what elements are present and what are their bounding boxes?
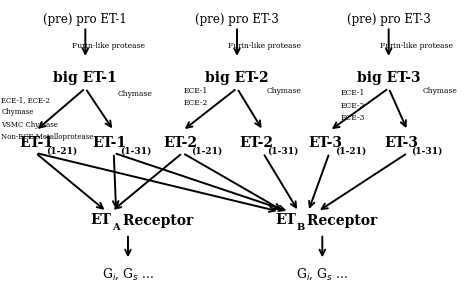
Text: Receptor: Receptor <box>118 213 193 228</box>
Text: Chymase: Chymase <box>118 90 153 98</box>
Text: ET-1: ET-1 <box>92 136 127 150</box>
Text: (1-31): (1-31) <box>411 146 443 155</box>
Text: (1-21): (1-21) <box>191 146 222 155</box>
Text: ECE-1: ECE-1 <box>184 87 208 95</box>
Text: ECE-2: ECE-2 <box>184 99 208 108</box>
Text: VSMC Chymase: VSMC Chymase <box>1 121 58 129</box>
Text: ECE-2: ECE-2 <box>340 101 365 110</box>
Text: B: B <box>297 223 305 232</box>
Text: ECE-1: ECE-1 <box>340 89 365 97</box>
Text: Furin-like protease: Furin-like protease <box>72 41 145 50</box>
Text: G$_i$, G$_s$ ...: G$_i$, G$_s$ ... <box>296 266 348 282</box>
Text: Non-ECE Metalloprotease: Non-ECE Metalloprotease <box>1 133 94 141</box>
Text: Receptor: Receptor <box>302 213 378 228</box>
Text: Furin-like protease: Furin-like protease <box>228 41 301 50</box>
Text: (1-31): (1-31) <box>120 146 151 155</box>
Text: big ET-1: big ET-1 <box>54 71 117 85</box>
Text: ET-2: ET-2 <box>164 136 198 150</box>
Text: G$_i$, G$_s$ ...: G$_i$, G$_s$ ... <box>102 266 154 282</box>
Text: ET: ET <box>90 213 111 228</box>
Text: (pre) pro ET-1: (pre) pro ET-1 <box>44 13 127 26</box>
Text: big ET-3: big ET-3 <box>357 71 420 85</box>
Text: big ET-2: big ET-2 <box>205 71 269 85</box>
Text: Furin-like protease: Furin-like protease <box>380 41 453 50</box>
Text: (1-31): (1-31) <box>267 146 298 155</box>
Text: (pre) pro ET-3: (pre) pro ET-3 <box>347 13 430 26</box>
Text: A: A <box>112 223 119 232</box>
Text: (pre) pro ET-3: (pre) pro ET-3 <box>195 13 279 26</box>
Text: ET-3: ET-3 <box>308 136 342 150</box>
Text: ECE-3: ECE-3 <box>340 114 365 122</box>
Text: ET-3: ET-3 <box>384 136 418 150</box>
Text: Chymase: Chymase <box>423 87 458 95</box>
Text: ET-1: ET-1 <box>19 136 53 150</box>
Text: ECE-1, ECE-2: ECE-1, ECE-2 <box>1 96 50 104</box>
Text: ET-2: ET-2 <box>239 136 273 150</box>
Text: (1-21): (1-21) <box>336 146 367 155</box>
Text: Chymase: Chymase <box>1 108 34 116</box>
Text: ET: ET <box>275 213 296 228</box>
Text: (1-21): (1-21) <box>46 146 78 155</box>
Text: Chymase: Chymase <box>267 87 302 95</box>
